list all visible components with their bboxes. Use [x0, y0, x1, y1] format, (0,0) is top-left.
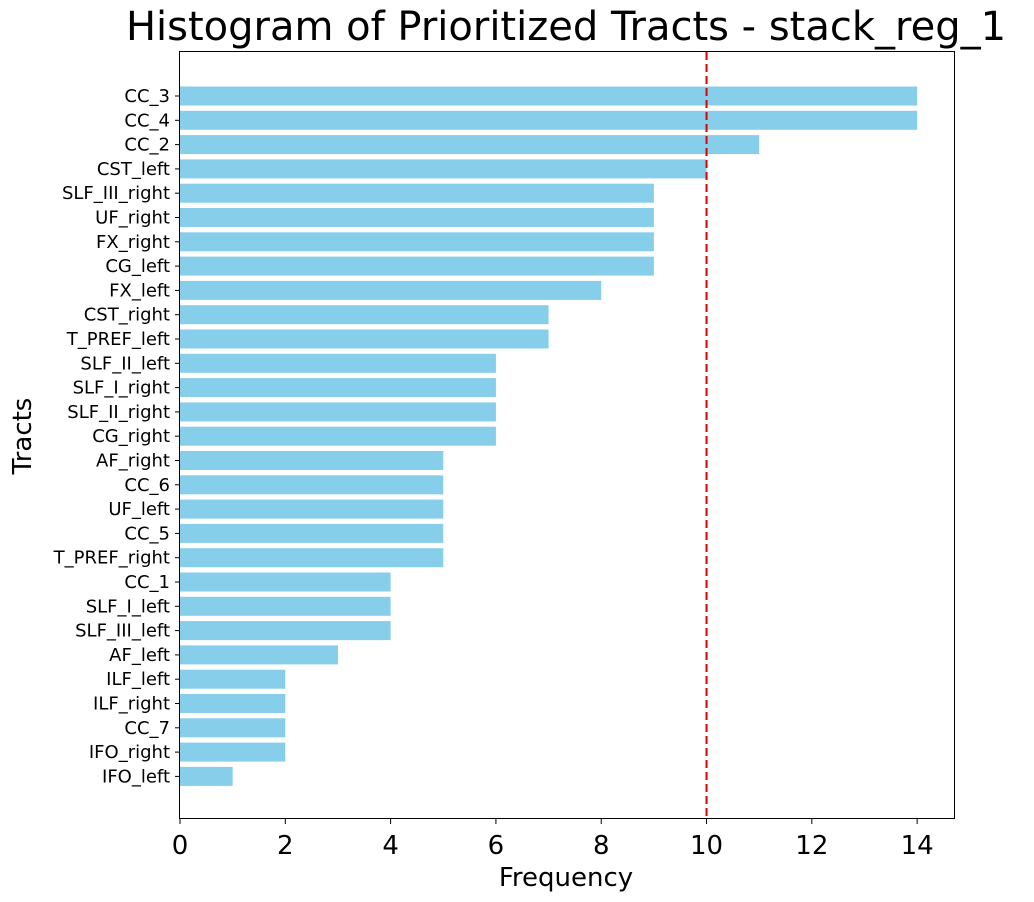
- y-tick-label: FX_left: [109, 280, 170, 301]
- y-tick-label: CC_2: [124, 135, 170, 156]
- bar-IFO_left: [180, 766, 233, 786]
- bar-ILF_right: [180, 694, 286, 713]
- y-tick-label: SLF_III_left: [75, 621, 170, 642]
- bar-CC_7: [180, 718, 286, 738]
- y-tick-label: SLF_I_left: [86, 596, 170, 617]
- y-tick-label: ILF_left: [106, 669, 170, 690]
- bar-CC_2: [180, 135, 760, 155]
- y-tick-label: UF_right: [95, 208, 170, 229]
- x-tick-label: 6: [488, 831, 505, 861]
- bar-SLF_III_right: [180, 183, 654, 203]
- plot-area-frame: [179, 51, 955, 819]
- y-tick-label: IFO_right: [89, 742, 170, 763]
- bar-FX_left: [180, 280, 602, 300]
- y-tick-label: AF_right: [96, 451, 170, 472]
- bar-UF_left: [180, 499, 444, 519]
- y-tick-label: UF_left: [108, 499, 170, 520]
- x-axis: 0 2 4 6 8 10 12 14: [172, 818, 934, 861]
- bar-CC_5: [180, 523, 444, 543]
- bar-T_PREF_left: [180, 329, 549, 349]
- bar-IFO_right: [180, 742, 286, 762]
- y-tick-label: SLF_I_right: [73, 378, 170, 399]
- x-tick-label: 4: [382, 831, 399, 861]
- y-tick-label: CC_6: [124, 475, 170, 496]
- bar-CG_right: [180, 426, 496, 446]
- x-tick-label: 0: [172, 831, 189, 861]
- y-tick-label: CC_7: [124, 718, 170, 739]
- bar-UF_right: [180, 208, 654, 227]
- x-tick-label: 8: [593, 831, 610, 861]
- y-tick-label: T_PREF_right: [53, 548, 170, 569]
- y-tick-label: CG_left: [105, 256, 170, 277]
- y-tick-label: CG_right: [92, 426, 170, 447]
- bar-FX_right: [180, 232, 654, 252]
- chart-title: Histogram of Prioritized Tracts - stack_…: [126, 4, 1006, 50]
- bar-CG_left: [180, 256, 654, 276]
- y-tick-label: CST_left: [97, 159, 170, 180]
- bar-CC_1: [180, 572, 391, 592]
- bar-CC_6: [180, 475, 444, 495]
- bar-CST_right: [180, 305, 549, 325]
- y-tick-label: CC_4: [124, 110, 170, 131]
- y-tick-label: AF_left: [109, 645, 170, 666]
- y-tick-label: CC_5: [124, 523, 170, 544]
- bar-SLF_I_left: [180, 596, 391, 616]
- y-tick-label: T_PREF_left: [66, 329, 170, 350]
- y-tick-label: CC_1: [124, 572, 170, 593]
- y-tick-label: CC_3: [124, 86, 170, 107]
- bar-CST_left: [180, 159, 707, 179]
- bar-AF_left: [180, 645, 338, 665]
- bar-SLF_II_right: [180, 402, 496, 422]
- bars-layer: [180, 86, 918, 786]
- y-tick-label: CST_right: [84, 305, 170, 326]
- bar-SLF_II_left: [180, 353, 496, 373]
- x-tick-label: 14: [901, 831, 934, 861]
- bar-CC_3: [180, 86, 918, 106]
- y-tick-label: IFO_left: [102, 766, 170, 787]
- y-axis: CC_3 CC_4 CC_2 CST_left SLF_III_right UF_righ…: [53, 86, 180, 787]
- y-tick-label: SLF_II_right: [67, 402, 170, 423]
- x-tick-label: 2: [277, 831, 294, 861]
- y-tick-label: ILF_right: [93, 694, 170, 715]
- y-tick-label: FX_right: [96, 232, 170, 253]
- bar-AF_right: [180, 451, 444, 470]
- x-tick-label: 10: [690, 831, 723, 861]
- bar-T_PREF_right: [180, 548, 444, 568]
- bar-SLF_I_right: [180, 378, 496, 398]
- bar-SLF_III_left: [180, 621, 391, 641]
- y-axis-title: Tracts: [8, 398, 38, 476]
- y-tick-label: SLF_II_left: [80, 353, 170, 374]
- bar-ILF_left: [180, 669, 286, 689]
- y-tick-label: SLF_III_right: [62, 183, 170, 204]
- bar-CC_4: [180, 110, 918, 130]
- x-axis-title: Frequency: [499, 863, 633, 893]
- x-tick-label: 12: [795, 831, 828, 861]
